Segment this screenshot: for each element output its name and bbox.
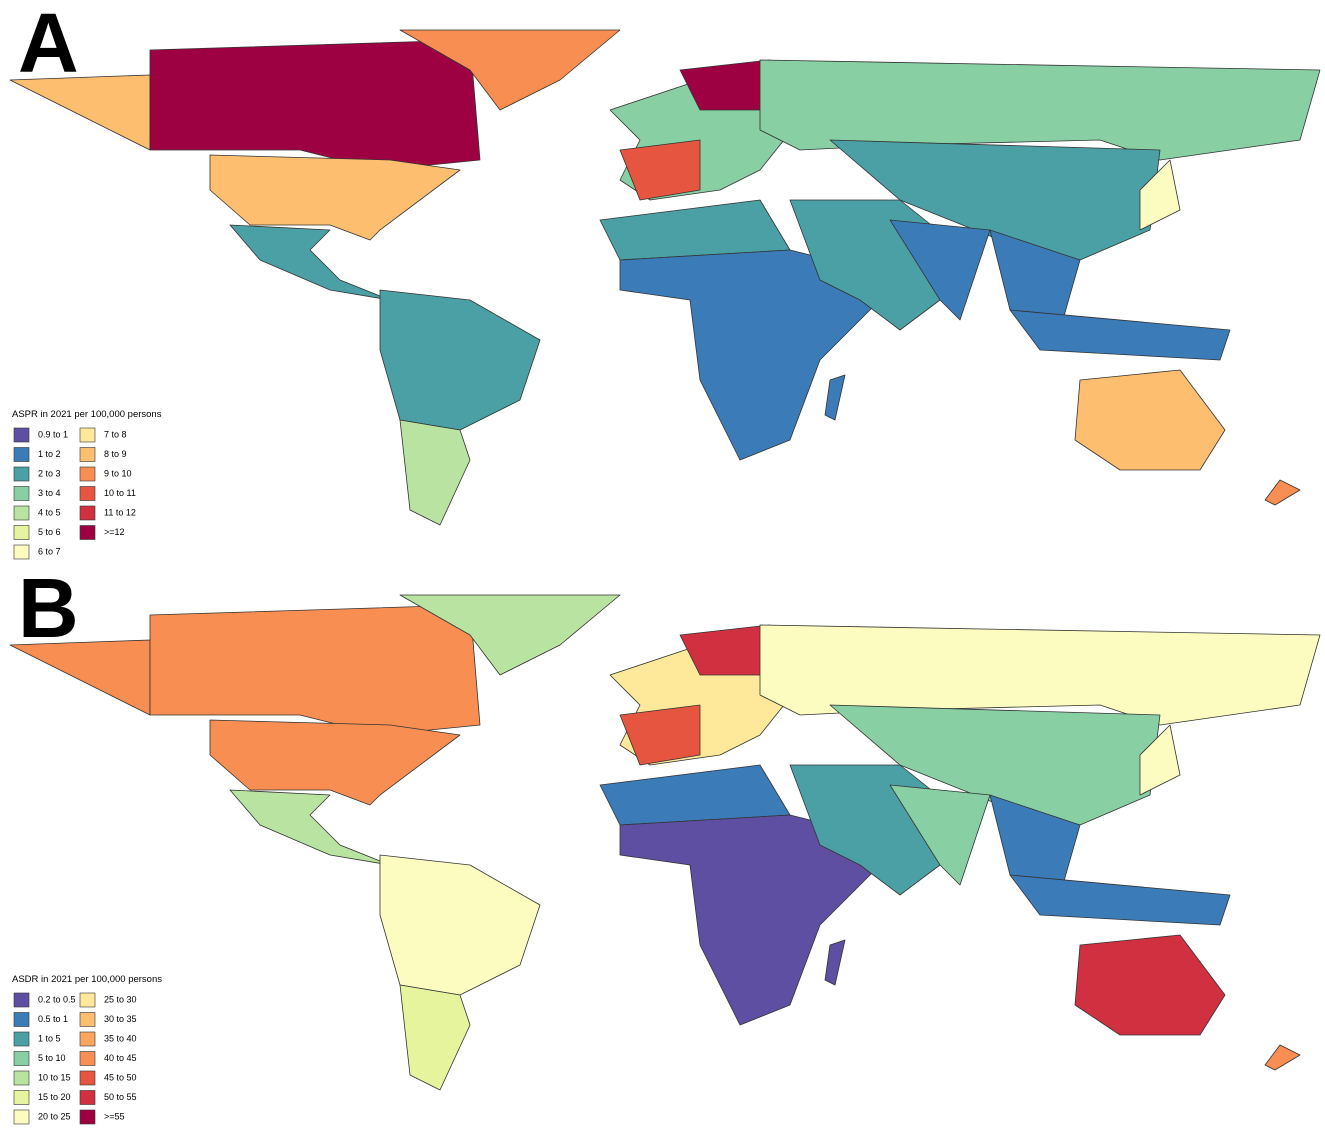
legend-label: >=55 xyxy=(104,1111,125,1121)
legend-label: 5 to 6 xyxy=(38,527,61,537)
legend-label: 6 to 7 xyxy=(38,546,61,556)
legend-swatch xyxy=(13,1109,30,1125)
legend-swatch xyxy=(13,992,30,1008)
legend-title: ASDR in 2021 per 100,000 persons xyxy=(12,974,162,985)
legend-label: 50 to 55 xyxy=(104,1092,137,1102)
legend-swatch xyxy=(79,466,96,482)
legend-swatch xyxy=(79,1051,96,1066)
legend-swatch xyxy=(13,447,30,462)
legend-swatch xyxy=(79,505,96,521)
legend-label: 9 to 10 xyxy=(104,468,132,478)
legend-label: >=12 xyxy=(104,527,125,537)
legend-label: 1 to 5 xyxy=(38,1033,61,1043)
legend-swatch xyxy=(13,1012,30,1027)
map-a xyxy=(9,29,1321,526)
panel-label: B xyxy=(18,561,79,655)
legend-label: 45 to 50 xyxy=(104,1072,137,1082)
map-b xyxy=(9,594,1321,1091)
legend-swatch xyxy=(13,1070,30,1086)
legend-label: 0.9 to 1 xyxy=(38,429,68,439)
legend-label: 15 to 20 xyxy=(38,1092,71,1102)
legend-label: 7 to 8 xyxy=(104,429,127,439)
legend-label: 10 to 11 xyxy=(104,488,136,498)
panel-label: A xyxy=(18,0,79,90)
legend-label: 10 to 15 xyxy=(38,1072,71,1082)
legend-swatch xyxy=(79,486,96,501)
legend-swatch xyxy=(79,1012,96,1027)
legend-label: 30 to 35 xyxy=(104,1014,137,1024)
legend-swatch xyxy=(79,427,96,443)
legend-label: 25 to 30 xyxy=(104,994,137,1004)
legend-label: 11 to 12 xyxy=(104,507,136,517)
legend-label: 1 to 2 xyxy=(38,449,61,459)
legend-label: 5 to 10 xyxy=(38,1053,66,1063)
legend-label: 2 to 3 xyxy=(38,468,61,478)
legend-swatch xyxy=(13,525,30,540)
legend-swatch xyxy=(13,1051,30,1066)
legend-swatch xyxy=(79,1109,96,1125)
legend-swatch xyxy=(79,525,96,540)
legend-label: 20 to 25 xyxy=(38,1111,71,1121)
legend-label: 0.5 to 1 xyxy=(38,1014,68,1024)
legend-label: 4 to 5 xyxy=(38,507,61,517)
legend-label: 8 to 9 xyxy=(104,449,127,459)
legend-swatch xyxy=(13,544,30,560)
legend-swatch xyxy=(13,486,30,501)
legend-label: 0.2 to 0.5 xyxy=(38,994,76,1004)
legend-label: 3 to 4 xyxy=(38,488,61,498)
legend-swatch xyxy=(79,1090,96,1105)
legend-swatch xyxy=(79,992,96,1008)
legend-swatch xyxy=(79,1031,96,1047)
legend-swatch xyxy=(13,466,30,482)
legend-swatch xyxy=(13,1031,30,1047)
legend-swatch xyxy=(79,1070,96,1086)
legend-title: ASPR in 2021 per 100,000 persons xyxy=(12,409,162,420)
legend-swatch xyxy=(13,427,30,443)
legend-label: 35 to 40 xyxy=(104,1033,137,1043)
legend-label: 40 to 45 xyxy=(104,1053,137,1063)
legend-swatch xyxy=(13,505,30,521)
legend-swatch xyxy=(13,1090,30,1105)
legend-swatch xyxy=(79,447,96,462)
